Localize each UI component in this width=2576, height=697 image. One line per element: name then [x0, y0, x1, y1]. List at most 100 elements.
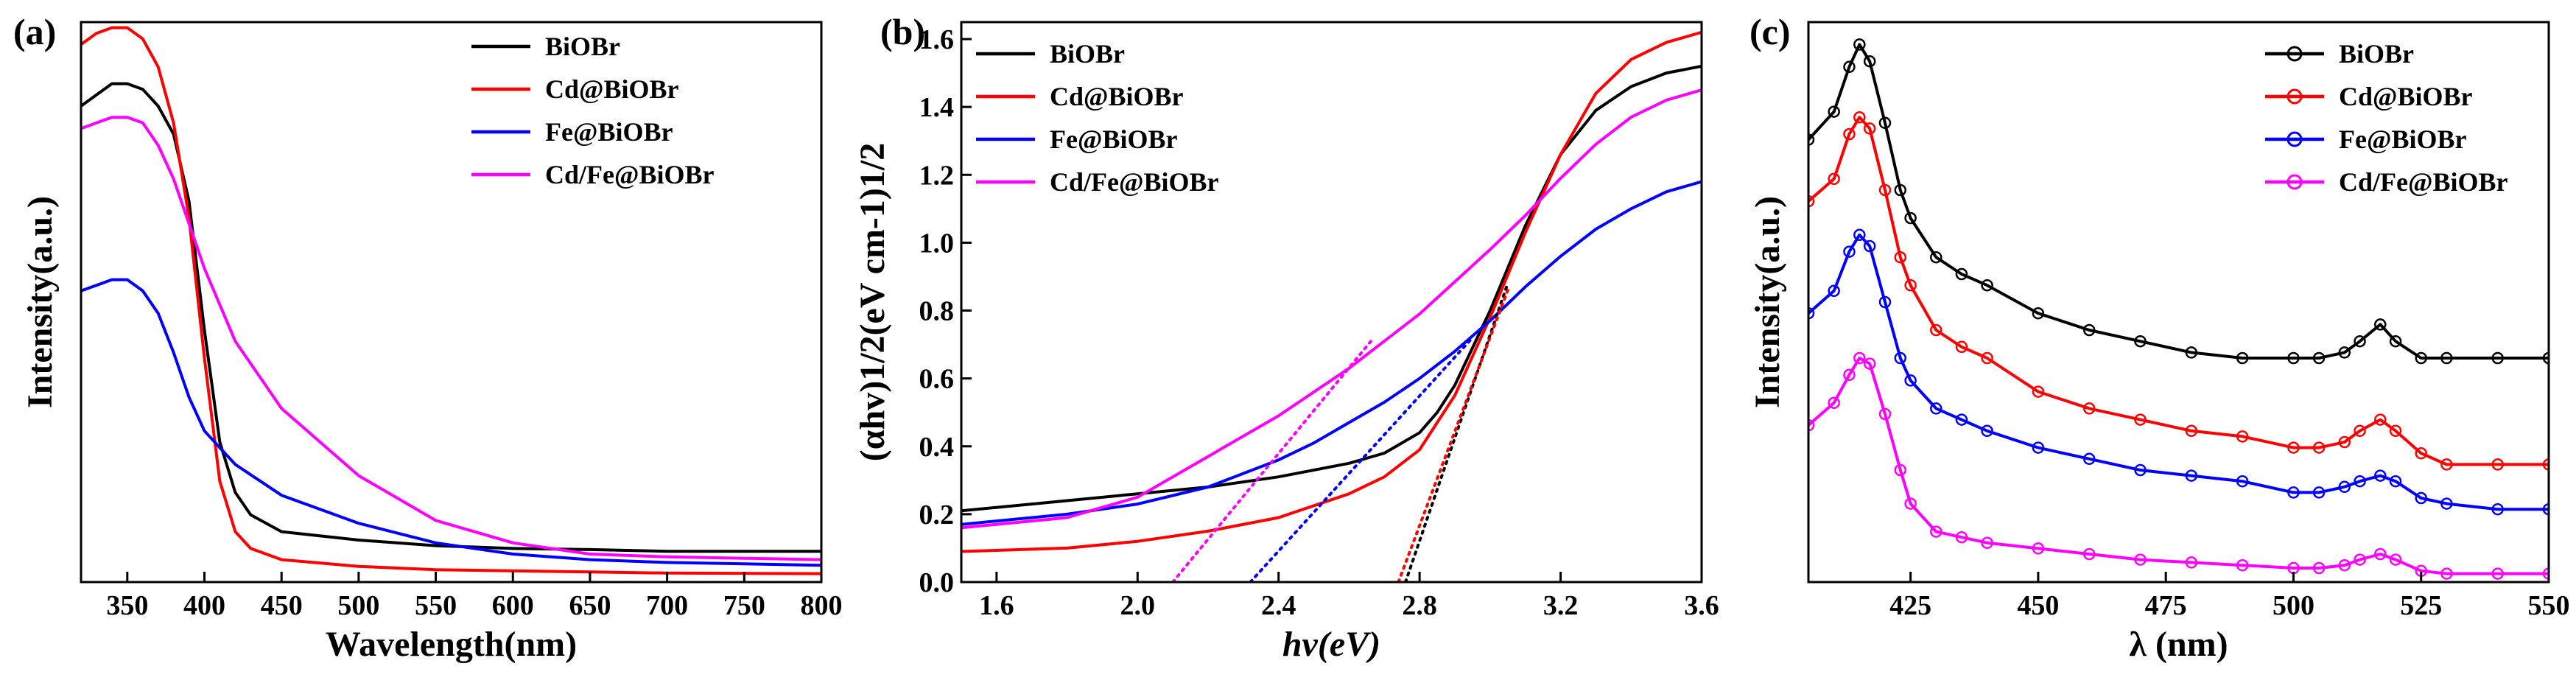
y-tick-label: 0.4 [919, 432, 955, 463]
data-point [1843, 245, 1856, 258]
data-point [1878, 183, 1892, 197]
series-line-fe-biobr [81, 278, 821, 567]
data-point [2491, 502, 2504, 516]
x-tick-label: 2.8 [1402, 590, 1437, 621]
data-point [2338, 435, 2351, 449]
data-point [1828, 396, 1840, 410]
data-point [1955, 267, 1968, 281]
x-tick-label: 3.2 [1543, 590, 1579, 621]
data-point [2082, 547, 2096, 561]
data-point [1955, 413, 1968, 426]
data-point [2374, 469, 2387, 482]
data-point [2542, 351, 2549, 365]
data-point [2032, 385, 2045, 398]
chart-panel-a: 350 400 450 500 550 600 650 700 750 800 Wavelength… [13, 11, 843, 664]
y-tick-label: 1.0 [919, 228, 955, 259]
data-point [1930, 323, 1942, 337]
data-point [2440, 497, 2453, 510]
data-point [1894, 463, 1907, 477]
x-tick-label: 500 [337, 590, 379, 621]
data-point [2440, 351, 2453, 365]
series-line-cd-biobr [1808, 116, 2549, 466]
panel-label: (c) [1749, 11, 1791, 52]
data-point [1843, 60, 1856, 74]
x-tick-label: 750 [723, 590, 765, 621]
y-axis-label: Intensity(a.u.) [1748, 196, 1787, 408]
data-point [1981, 536, 1993, 550]
data-point [2032, 542, 2045, 555]
legend: BiOBr Cd@BiOBr Fe@BiOBr Cd/Fe@BiOBr [471, 32, 715, 189]
data-point [2491, 458, 2504, 471]
series-line-biobr [961, 64, 1702, 513]
data-point [2134, 413, 2147, 426]
x-axis-label: hv(eV) [1282, 625, 1380, 664]
data-point [2185, 469, 2198, 482]
data-point [2312, 561, 2326, 575]
data-point [2542, 567, 2549, 580]
data-point [2236, 558, 2249, 572]
data-point [2389, 424, 2402, 438]
x-tick-label: 3.6 [1684, 590, 1719, 621]
chart-panel-c: 425 450 475 500 525 550 λ (nm) Intensity(a.u.) (… [1748, 11, 2570, 664]
data-point [1894, 251, 1907, 264]
data-point [2440, 458, 2453, 471]
data-point [2374, 318, 2387, 331]
data-point [1878, 116, 1892, 130]
x-tick-label: 2.0 [1120, 590, 1156, 621]
x-tick-label: 425 [1889, 590, 1931, 621]
data-point [2236, 430, 2249, 443]
data-point [1930, 251, 1942, 264]
data-point [1853, 351, 1866, 365]
series-line-cd-fe-biobr [81, 116, 821, 561]
data-point [1808, 418, 1815, 432]
data-point [1853, 38, 1866, 51]
data-point [2287, 441, 2300, 454]
data-point [2374, 413, 2387, 426]
tangent-line-cd-biobr [1397, 288, 1509, 582]
data-point [1853, 111, 1866, 124]
data-point [2440, 567, 2453, 580]
x-axis-label: Wavelength(nm) [326, 625, 577, 664]
data-point [1981, 424, 1993, 438]
legend-entry: BiOBr [2339, 39, 2414, 69]
data-point [2287, 351, 2300, 365]
x-tick-label: 450 [2017, 590, 2059, 621]
data-point [1808, 133, 1815, 146]
data-point [1904, 211, 1917, 225]
data-point [1878, 295, 1892, 309]
data-point [2236, 351, 2249, 365]
plot-area [961, 30, 1702, 582]
series-line-fe-biobr [1808, 233, 2549, 511]
data-point [1808, 307, 1815, 320]
legend-entry: Cd@BiOBr [1050, 82, 1184, 111]
data-point [1930, 525, 1942, 538]
data-point [2415, 446, 2427, 460]
x-tick-label: 350 [106, 590, 148, 621]
x-tick-label: 800 [801, 590, 843, 621]
data-point [2312, 351, 2326, 365]
data-point [2185, 556, 2198, 569]
tangent-line-cd-fe-biobr [1171, 336, 1375, 582]
data-point [1894, 351, 1907, 365]
data-point [1828, 172, 1840, 186]
plot-area [1808, 38, 2549, 580]
data-point [2354, 474, 2366, 488]
x-axis-label: λ (nm) [2129, 625, 2228, 664]
legend-entry: Cd/Fe@BiOBr [545, 160, 715, 189]
series-line-cd-fe-biobr [961, 88, 1702, 530]
x-tick-label: 525 [2400, 590, 2442, 621]
series-line-cd-fe-biobr [1808, 357, 2549, 575]
x-tick-label: 400 [183, 590, 225, 621]
y-axis-label: (αhv)1/2(eV cm-1)1/2 [853, 143, 892, 461]
data-point [2338, 558, 2351, 572]
data-point [2082, 323, 2096, 337]
data-point [2338, 346, 2351, 359]
legend-entry: Cd/Fe@BiOBr [2339, 167, 2508, 197]
y-tick-label: 0.6 [919, 364, 955, 395]
x-tick-label: 1.6 [979, 590, 1014, 621]
legend-entry: Fe@BiOBr [545, 117, 673, 147]
plot-frame [1807, 21, 2550, 584]
data-point [2389, 553, 2402, 566]
data-point [1904, 279, 1917, 292]
